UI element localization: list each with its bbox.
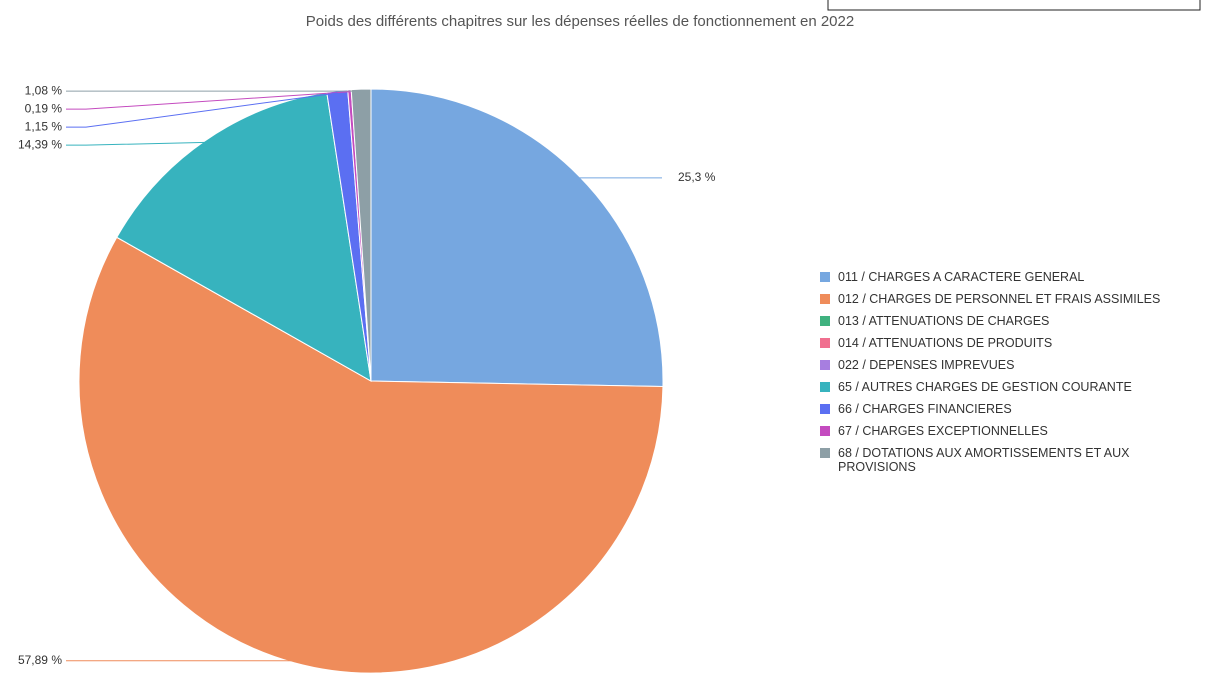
legend-swatch xyxy=(820,338,830,348)
pie-slice xyxy=(350,88,372,382)
legend: 011 / CHARGES A CARACTERE GENERAL 012 / C… xyxy=(820,270,1200,482)
legend-label: 011 / CHARGES A CARACTERE GENERAL xyxy=(838,270,1085,284)
legend-label: 68 / DOTATIONS AUX AMORTISSEMENTS ET AUX… xyxy=(838,446,1130,474)
chart-title: Poids des différents chapitres sur les d… xyxy=(306,13,854,30)
data-label: 25,3 % xyxy=(678,170,716,184)
legend-item: 011 / CHARGES A CARACTERE GENERAL xyxy=(820,270,1200,284)
leader-line xyxy=(66,92,338,128)
legend-label: 013 / ATTENUATIONS DE CHARGES xyxy=(838,314,1050,328)
leader-line xyxy=(66,91,350,110)
legend-item: 014 / ATTENUATIONS DE PRODUITS xyxy=(820,336,1200,350)
data-label: 1,15 % xyxy=(25,119,63,133)
pie-slice xyxy=(78,236,664,674)
legend-label: 66 / CHARGES FINANCIERES xyxy=(838,402,1012,416)
legend-swatch xyxy=(820,294,830,304)
legend-label: 67 / CHARGES EXCEPTIONNELLES xyxy=(838,424,1048,438)
data-label: 0,19 % xyxy=(25,101,63,115)
legend-item: 013 / ATTENUATIONS DE CHARGES xyxy=(820,314,1200,328)
legend-swatch xyxy=(820,360,830,370)
legend-item: 022 / DEPENSES IMPREVUES xyxy=(820,358,1200,372)
legend-label: 014 / ATTENUATIONS DE PRODUITS xyxy=(838,336,1053,350)
legend-swatch xyxy=(820,382,830,392)
pie-slice xyxy=(370,88,664,388)
legend-swatch xyxy=(820,448,830,458)
legend-swatch xyxy=(820,404,830,414)
frame-edge xyxy=(827,0,1201,11)
legend-item: 66 / CHARGES FINANCIERES xyxy=(820,402,1200,416)
legend-label: 012 / CHARGES DE PERSONNEL ET FRAIS ASSI… xyxy=(838,292,1161,306)
legend-swatch xyxy=(820,426,830,436)
data-label: 1,08 % xyxy=(25,83,63,97)
legend-swatch xyxy=(820,272,830,282)
legend-swatch xyxy=(820,316,830,326)
data-label: 57,89 % xyxy=(18,653,62,667)
legend-item: 65 / AUTRES CHARGES DE GESTION COURANTE xyxy=(820,380,1200,394)
legend-item: 68 / DOTATIONS AUX AMORTISSEMENTS ET AUX… xyxy=(820,446,1200,474)
leader-line xyxy=(66,141,207,146)
legend-item: 012 / CHARGES DE PERSONNEL ET FRAIS ASSI… xyxy=(820,292,1200,306)
legend-label: 022 / DEPENSES IMPREVUES xyxy=(838,358,1015,372)
legend-label: 65 / AUTRES CHARGES DE GESTION COURANTE xyxy=(838,380,1132,394)
data-label: 14,39 % xyxy=(18,137,62,151)
legend-item: 67 / CHARGES EXCEPTIONNELLES xyxy=(820,424,1200,438)
